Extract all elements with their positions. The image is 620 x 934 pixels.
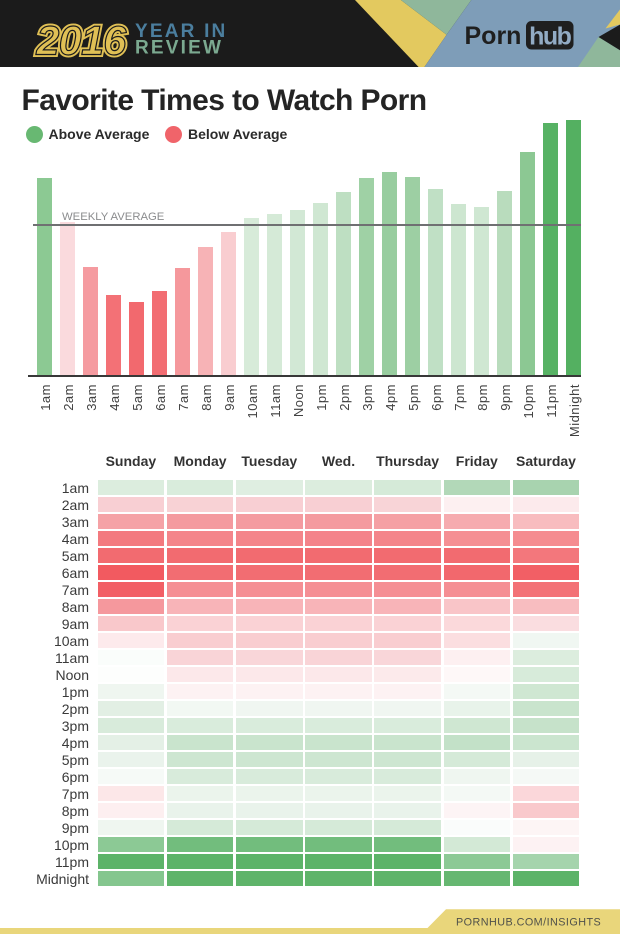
svg-text:2016: 2016: [36, 17, 128, 63]
svg-text:2016: 2016: [36, 17, 128, 63]
svg-text:PORNHUB.COM/INSIGHTS: PORNHUB.COM/INSIGHTS: [456, 916, 601, 928]
svg-text:hub: hub: [529, 22, 572, 50]
svg-text:YEAR IN: YEAR IN: [135, 21, 227, 42]
svg-text:REVIEW: REVIEW: [135, 38, 223, 59]
svg-text:Porn: Porn: [465, 22, 522, 50]
